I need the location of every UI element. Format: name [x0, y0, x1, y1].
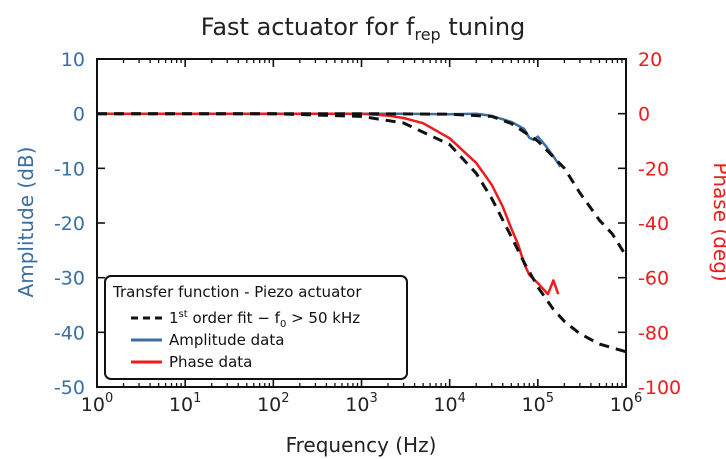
legend-title: Transfer function - Piezo actuator [112, 283, 362, 301]
left-y-tick-label: 0 [73, 104, 85, 126]
plot-frame [96, 58, 627, 388]
series-fit-amplitude [97, 112, 628, 257]
right-y-tick-label: -40 [638, 213, 669, 235]
x-axis-ticks: 100 101 102 103 104 105 106 [81, 59, 642, 416]
legend-box [104, 275, 408, 380]
right-axis-ticks: 20 0 -20 -40 -60 -80 -100 [618, 49, 681, 399]
series-layer [97, 112, 628, 354]
legend-label-phase: Phase data [169, 353, 252, 371]
x-tick-label: 100 [81, 391, 113, 416]
chart-title: Fast actuator for frep tuning [201, 13, 526, 44]
series-fit-phase [97, 112, 627, 354]
left-y-tick-label: -30 [54, 268, 85, 290]
right-y-tick-label: -80 [638, 322, 669, 344]
legend-label-fit: 1st order fit − f0 > 50 kHz [169, 309, 360, 330]
left-y-tick-label: -10 [54, 158, 85, 180]
right-y-tick-label: -60 [638, 268, 669, 290]
legend: Transfer function - Piezo actuator 1st o… [104, 275, 408, 380]
series-amplitude-data [97, 112, 562, 168]
legend-label-amplitude: Amplitude data [169, 331, 284, 349]
x-axis-label: Frequency (Hz) [286, 433, 437, 457]
right-y-tick-label: -20 [638, 158, 669, 180]
left-y-tick-label: 10 [61, 49, 85, 71]
right-y-tick-label: -100 [638, 377, 681, 399]
right-y-tick-label: 20 [638, 49, 662, 71]
right-y-tick-label: 0 [638, 104, 650, 126]
x-tick-label: 104 [433, 391, 465, 416]
x-tick-label: 102 [257, 391, 289, 416]
left-y-tick-label: -20 [54, 213, 85, 235]
right-axis-label: Phase (deg) [709, 162, 726, 281]
left-axis-label: Amplitude (dB) [14, 147, 38, 298]
x-tick-label: 105 [522, 391, 554, 416]
x-tick-label: 103 [345, 391, 377, 416]
x-tick-label: 101 [169, 391, 201, 416]
left-y-tick-label: -40 [54, 322, 85, 344]
left-axis-ticks: 10 0 -10 -20 -30 -40 -50 [54, 49, 105, 399]
series-phase-data [97, 112, 560, 296]
x-tick-label: 106 [610, 391, 642, 416]
left-y-tick-label: -50 [54, 377, 85, 399]
